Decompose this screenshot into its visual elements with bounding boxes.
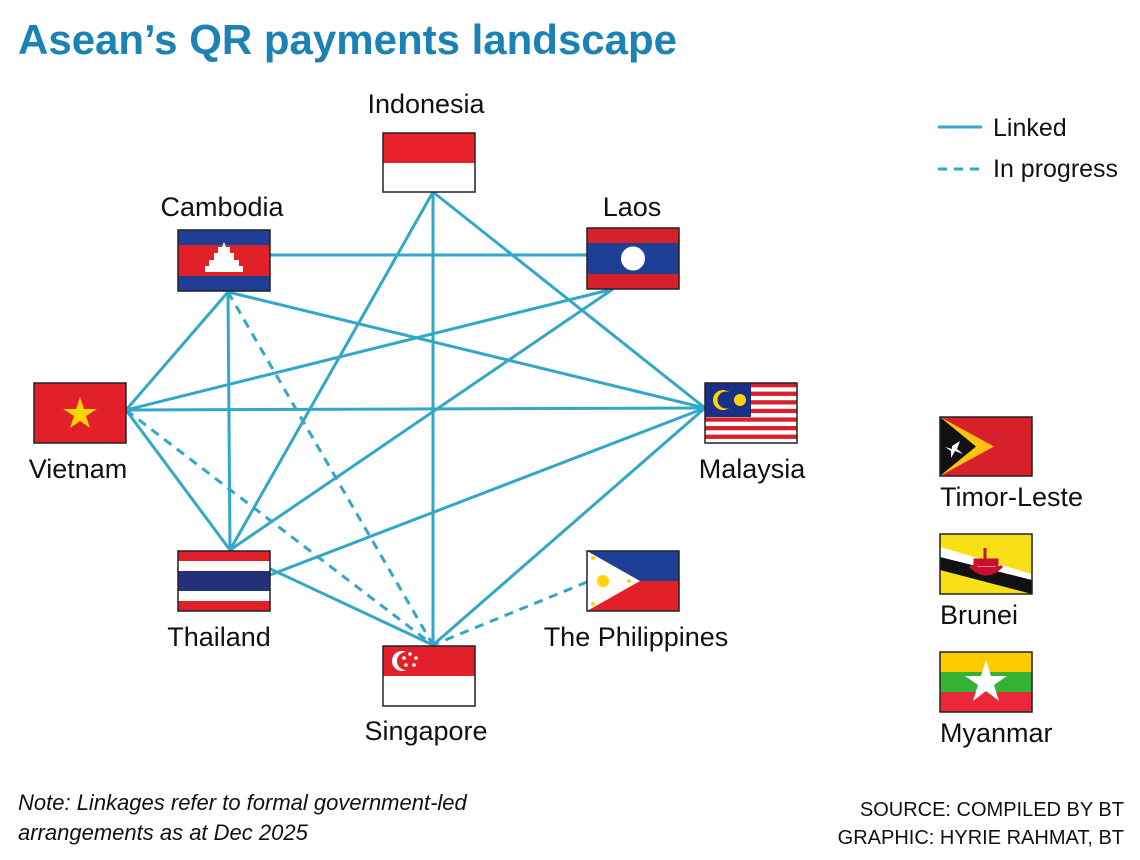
unlinked-label: Myanmar (940, 718, 1053, 748)
node-label: Indonesia (367, 89, 485, 119)
flag-singapore (382, 645, 476, 707)
node-label: Singapore (364, 716, 487, 746)
node-label: Laos (603, 192, 662, 222)
unlinked-label: Timor-Leste (940, 482, 1083, 512)
flag-indonesia (382, 132, 476, 193)
flag-vietnam (33, 382, 127, 444)
node-label: Thailand (167, 622, 271, 652)
source: GRAPHIC: HYRIE RAHMAT, BT (838, 827, 1124, 849)
legend-label: Linked (993, 114, 1067, 142)
title: Asean’s QR payments landscape (18, 16, 677, 63)
flag-thailand (177, 550, 271, 612)
links (124, 190, 706, 647)
node-label: Vietnam (29, 454, 128, 484)
unlinked-label: Brunei (940, 600, 1018, 630)
note: Note: Linkages refer to formal governmen… (18, 790, 468, 815)
flag-cambodia (177, 229, 271, 292)
note: arrangements as at Dec 2025 (18, 820, 309, 845)
flag-myanmar (939, 651, 1033, 713)
node-label: Cambodia (160, 192, 284, 222)
flag-malaysia (704, 382, 798, 444)
source: SOURCE: COMPILED BY BT (860, 799, 1124, 821)
node-label: The Philippines (544, 622, 729, 652)
flag-timor-leste (939, 416, 1033, 477)
legend-label: In progress (993, 155, 1118, 183)
flag-brunei (939, 533, 1033, 595)
flag-philippines (586, 550, 680, 612)
node-label: Malaysia (699, 454, 807, 484)
flag-laos (586, 227, 680, 290)
